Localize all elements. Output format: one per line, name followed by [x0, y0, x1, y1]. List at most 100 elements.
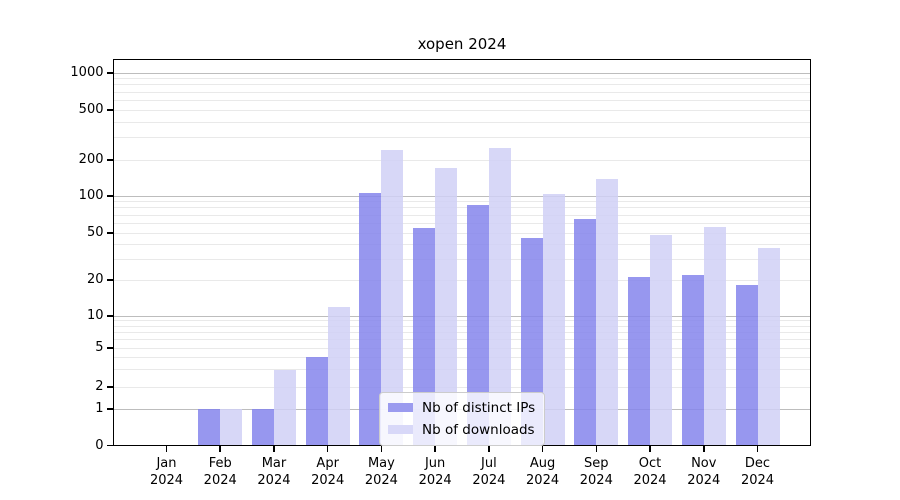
bar-distinct-ips-jun	[413, 227, 436, 446]
gridline	[113, 356, 811, 358]
y-tick-mark	[106, 279, 113, 281]
gridline	[113, 159, 811, 161]
y-tick-mark	[106, 109, 113, 111]
y-tick-mark	[106, 195, 113, 197]
bar-distinct-ips-sep	[574, 218, 597, 446]
bar-distinct-ips-jul	[466, 205, 489, 446]
y-tick-mark	[106, 232, 113, 234]
x-tick-mark	[702, 445, 705, 452]
y-tick-mark	[106, 386, 113, 388]
bar-distinct-ips-apr	[305, 357, 328, 446]
gridline	[113, 99, 811, 101]
x-tick-label-nov: Nov 2024	[687, 455, 721, 488]
gridline	[113, 201, 811, 203]
gridline	[113, 258, 811, 260]
bar-distinct-ips-dec	[735, 285, 758, 446]
legend: Nb of distinct IPs Nb of downloads	[379, 392, 546, 446]
y-tick-label: 200	[78, 152, 104, 167]
gridline	[113, 109, 811, 111]
bar-downloads-mar	[273, 369, 296, 446]
y-tick-label: 100	[78, 188, 104, 203]
x-tick-label-jan: Jan 2024	[149, 455, 184, 488]
y-tick-mark	[106, 315, 113, 317]
bar-downloads-apr	[327, 306, 350, 446]
bar-downloads-aug	[542, 193, 565, 446]
bar-distinct-ips-oct	[628, 277, 651, 446]
y-tick-label: 1	[95, 401, 104, 416]
y-tick-label: 10	[86, 308, 104, 323]
x-tick-label-apr: Apr 2024	[311, 455, 345, 488]
gridline	[113, 243, 811, 245]
y-tick-mark	[106, 72, 113, 74]
x-tick-mark	[488, 445, 490, 452]
plot-border	[113, 59, 811, 446]
bar-distinct-ips-may	[359, 192, 382, 446]
gridline	[113, 78, 811, 80]
bar-downloads-nov	[703, 226, 726, 446]
x-tick-mark	[326, 445, 329, 452]
x-tick-mark	[649, 445, 651, 452]
x-tick-mark	[595, 445, 598, 452]
gridline	[113, 315, 811, 317]
gridline	[113, 91, 811, 93]
x-tick-label-aug: Aug 2024	[526, 455, 560, 488]
legend-swatch-downloads	[388, 425, 413, 434]
x-tick-label-feb: Feb 2024	[203, 455, 237, 488]
legend-label-downloads: Nb of downloads	[422, 421, 535, 438]
x-tick-label-oct: Oct 2024	[633, 455, 667, 488]
x-tick-label-jun: Jun 2024	[418, 455, 452, 488]
y-tick-label: 500	[78, 102, 104, 117]
y-tick-label: 50	[86, 225, 104, 240]
gridline	[113, 331, 811, 333]
x-tick-label-jul: Jul 2024	[472, 455, 506, 488]
gridline	[113, 207, 811, 209]
x-tick-mark	[756, 445, 759, 452]
x-tick-mark	[219, 445, 222, 452]
x-tick-mark	[165, 445, 168, 452]
bar-downloads-jul	[488, 147, 511, 446]
gridline	[113, 195, 811, 197]
gridline	[113, 320, 811, 322]
legend-label-distinct-ips: Nb of distinct IPs	[422, 399, 536, 416]
y-tick-label: 0	[95, 437, 104, 453]
gridline	[113, 369, 811, 371]
bar-downloads-jun	[435, 167, 458, 446]
bar-distinct-ips-feb	[198, 409, 221, 446]
y-tick-mark	[106, 408, 113, 410]
bar-downloads-oct	[650, 235, 673, 446]
gridline	[113, 214, 811, 216]
bar-distinct-ips-nov	[681, 275, 704, 446]
y-tick-mark	[106, 159, 113, 161]
legend-entry-downloads: Nb of downloads	[388, 420, 535, 439]
y-tick-mark	[106, 444, 113, 447]
bar-downloads-dec	[757, 248, 780, 446]
x-tick-mark	[434, 445, 436, 452]
bar-downloads-feb	[220, 409, 243, 446]
x-tick-mark	[273, 445, 275, 452]
gridline	[113, 84, 811, 86]
gridline	[113, 386, 811, 388]
x-tick-mark	[380, 445, 383, 452]
x-tick-label-dec: Dec 2024	[740, 455, 775, 488]
gridline	[113, 347, 811, 349]
y-tick-label: 1000	[70, 65, 104, 80]
x-tick-label-may: May 2024	[364, 455, 398, 488]
gridline	[113, 232, 811, 234]
gridline	[113, 279, 811, 281]
gridline	[113, 222, 811, 224]
y-tick-label: 5	[95, 340, 104, 355]
gridline	[113, 325, 811, 327]
bar-distinct-ips-mar	[251, 409, 274, 446]
y-tick-label: 20	[86, 272, 104, 287]
legend-swatch-distinct-ips	[388, 403, 413, 412]
y-tick-mark	[106, 347, 113, 349]
bar-downloads-sep	[596, 178, 619, 446]
x-tick-mark	[541, 445, 544, 452]
gridline	[113, 72, 811, 74]
chart-title: xopen 2024	[417, 35, 507, 53]
gridline	[113, 137, 811, 139]
y-tick-label: 2	[95, 379, 104, 394]
x-tick-label-mar: Mar 2024	[257, 455, 291, 488]
gridline	[113, 339, 811, 341]
x-tick-label-sep: Sep 2024	[579, 455, 613, 488]
